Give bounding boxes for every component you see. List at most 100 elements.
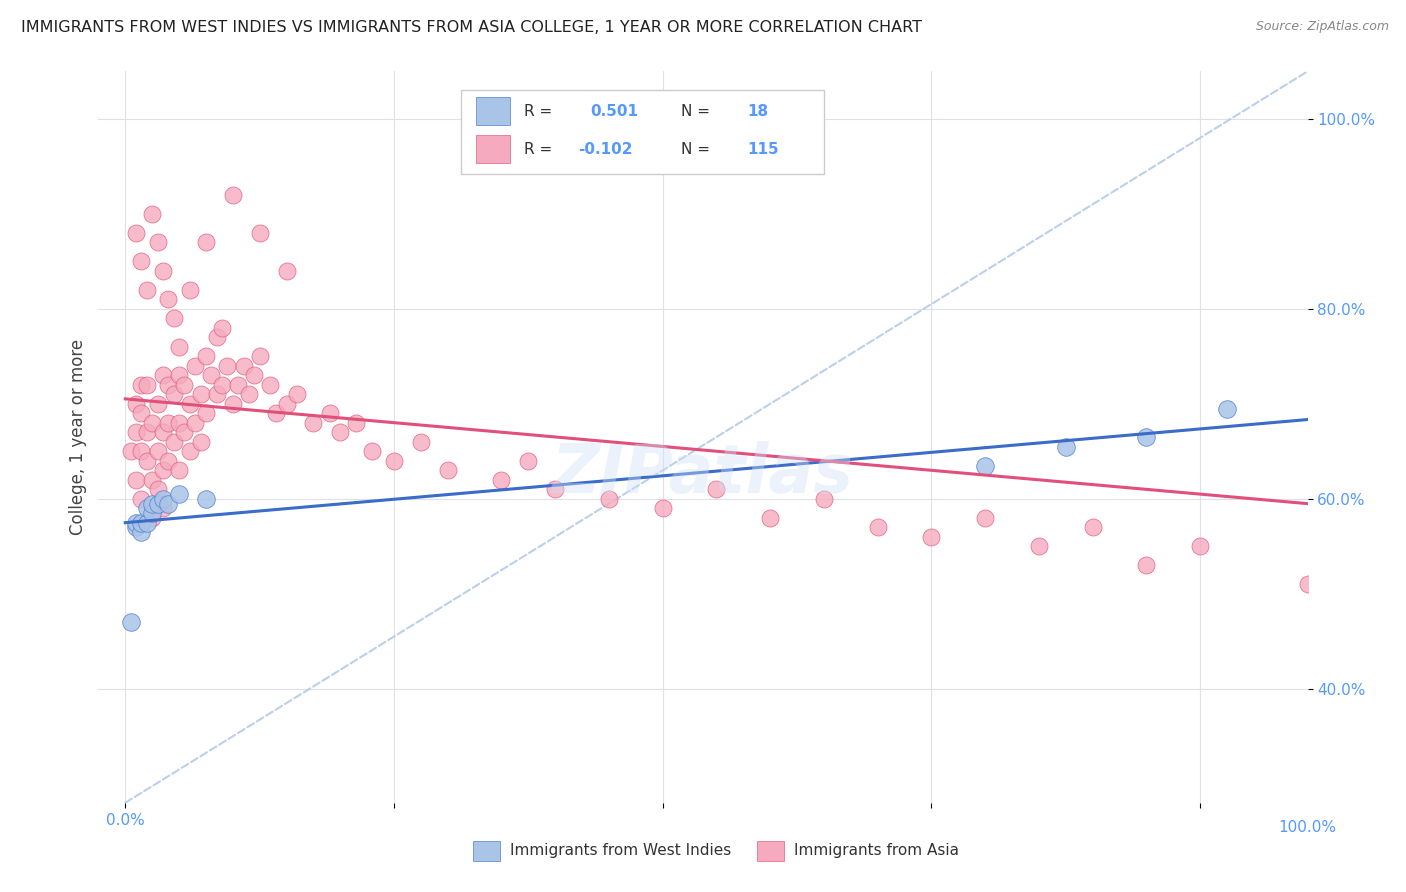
Point <box>1028 539 1050 553</box>
Point <box>146 483 169 497</box>
Point <box>146 444 169 458</box>
FancyBboxPatch shape <box>461 90 824 174</box>
Point <box>194 235 217 250</box>
Point <box>167 416 190 430</box>
Point <box>167 368 190 383</box>
Point <box>194 406 217 420</box>
Point <box>651 501 673 516</box>
FancyBboxPatch shape <box>475 135 509 163</box>
Text: R =: R = <box>524 142 553 157</box>
Point <box>141 511 163 525</box>
Text: N =: N = <box>682 142 710 157</box>
Point <box>125 397 148 411</box>
Y-axis label: College, 1 year or more: College, 1 year or more <box>69 339 87 535</box>
Point <box>141 207 163 221</box>
Point <box>211 321 233 335</box>
Point <box>302 416 325 430</box>
Text: R =: R = <box>524 104 553 120</box>
Point <box>329 425 352 440</box>
Point <box>759 511 782 525</box>
Text: 100.0%: 100.0% <box>1278 820 1337 835</box>
Point <box>135 516 157 530</box>
Point <box>131 444 153 458</box>
Point <box>152 463 174 477</box>
Point <box>173 377 195 392</box>
Text: Source: ZipAtlas.com: Source: ZipAtlas.com <box>1256 20 1389 33</box>
Point <box>517 454 540 468</box>
Point <box>361 444 384 458</box>
Point <box>409 434 432 449</box>
Point <box>1216 401 1239 416</box>
Text: ZIPatlas: ZIPatlas <box>553 441 853 507</box>
Point <box>125 226 148 240</box>
Point <box>179 444 201 458</box>
Point <box>1054 440 1077 454</box>
Point <box>222 397 245 411</box>
Point <box>184 416 207 430</box>
Point <box>974 458 997 473</box>
Point <box>179 283 201 297</box>
Point <box>135 425 157 440</box>
Point <box>173 425 195 440</box>
Point <box>131 491 153 506</box>
Point <box>1135 558 1157 573</box>
Point <box>141 497 163 511</box>
Text: 18: 18 <box>748 104 769 120</box>
Point <box>1189 539 1212 553</box>
Point <box>120 444 142 458</box>
Point <box>190 434 212 449</box>
Point <box>135 454 157 468</box>
Point <box>194 349 217 363</box>
Point <box>125 520 148 534</box>
Point <box>276 264 298 278</box>
Point <box>157 497 180 511</box>
Point <box>152 264 174 278</box>
Point <box>249 226 271 240</box>
Point <box>157 454 180 468</box>
Point <box>226 377 249 392</box>
Point <box>382 454 405 468</box>
Point <box>205 330 228 344</box>
Point <box>146 235 169 250</box>
Point <box>131 406 153 420</box>
Point <box>157 293 180 307</box>
Point <box>200 368 222 383</box>
Text: N =: N = <box>682 104 710 120</box>
Point <box>205 387 228 401</box>
Point <box>436 463 458 477</box>
Point <box>211 377 233 392</box>
Point <box>238 387 260 401</box>
Point <box>131 377 153 392</box>
Text: IMMIGRANTS FROM WEST INDIES VS IMMIGRANTS FROM ASIA COLLEGE, 1 YEAR OR MORE CORR: IMMIGRANTS FROM WEST INDIES VS IMMIGRANT… <box>21 20 922 35</box>
Text: Immigrants from Asia: Immigrants from Asia <box>793 843 959 858</box>
Point <box>813 491 835 506</box>
FancyBboxPatch shape <box>474 841 501 862</box>
Text: -0.102: -0.102 <box>578 142 633 157</box>
Point <box>125 516 148 530</box>
Point <box>141 473 163 487</box>
Point <box>157 416 180 430</box>
Point <box>974 511 997 525</box>
Point <box>920 530 942 544</box>
Point <box>194 491 217 506</box>
Point <box>491 473 513 487</box>
Point <box>135 501 157 516</box>
Point <box>131 254 153 268</box>
Point <box>167 463 190 477</box>
Point <box>146 497 169 511</box>
Point <box>135 377 157 392</box>
Point <box>243 368 266 383</box>
Point <box>141 416 163 430</box>
Point <box>1135 430 1157 444</box>
Text: 0.501: 0.501 <box>591 104 638 120</box>
Point <box>146 397 169 411</box>
Text: 115: 115 <box>748 142 779 157</box>
Point <box>167 340 190 354</box>
Point <box>249 349 271 363</box>
Point <box>344 416 367 430</box>
Point <box>152 501 174 516</box>
Point <box>276 397 298 411</box>
Point <box>1081 520 1104 534</box>
Point <box>259 377 281 392</box>
Point <box>184 359 207 373</box>
